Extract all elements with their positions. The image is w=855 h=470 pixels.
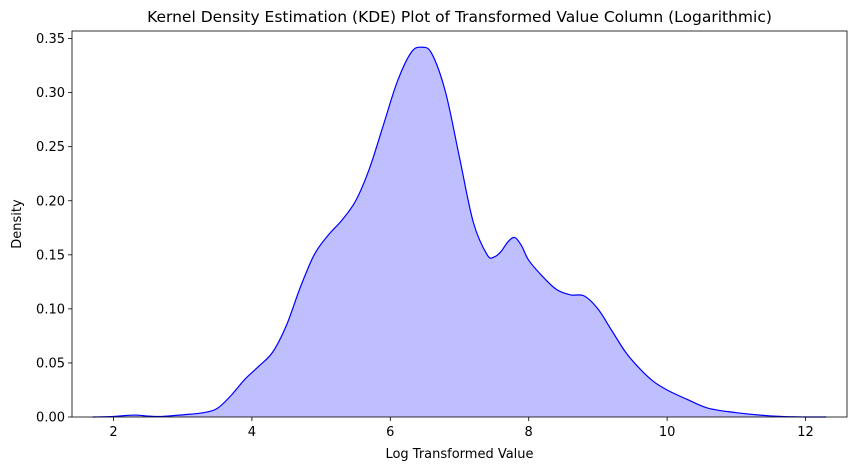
- y-axis-label: Density: [10, 199, 25, 249]
- y-tick-label: 0.00: [36, 411, 65, 426]
- y-tick-label: 0.30: [36, 86, 65, 101]
- x-tick-label: 10: [659, 425, 676, 440]
- y-tick-label: 0.35: [36, 32, 65, 47]
- y-tick-label: 0.10: [36, 302, 65, 317]
- kde-fill-area: [92, 47, 827, 417]
- x-tick-label: 12: [797, 425, 814, 440]
- y-tick-label: 0.05: [36, 356, 65, 371]
- x-axis-label: Log Transformed Value: [385, 447, 533, 462]
- x-tick-label: 4: [248, 425, 256, 440]
- y-tick-label: 0.25: [36, 140, 65, 155]
- plot-frame: [71, 30, 848, 418]
- x-axis-ticks: 2 4 6 8 10 12: [109, 417, 814, 440]
- chart-title: Kernel Density Estimation (KDE) Plot of …: [147, 8, 772, 26]
- x-tick-label: 2: [109, 425, 117, 440]
- y-tick-label: 0.15: [36, 248, 65, 263]
- y-tick-label: 0.20: [36, 194, 65, 209]
- kde-density-line: [92, 46, 827, 418]
- plot-area: [92, 46, 827, 418]
- x-tick-label: 6: [386, 425, 394, 440]
- y-axis-ticks: 0.00 0.05 0.10 0.15 0.20 0.25 0.30 0.35: [36, 32, 72, 426]
- x-tick-label: 8: [525, 425, 533, 440]
